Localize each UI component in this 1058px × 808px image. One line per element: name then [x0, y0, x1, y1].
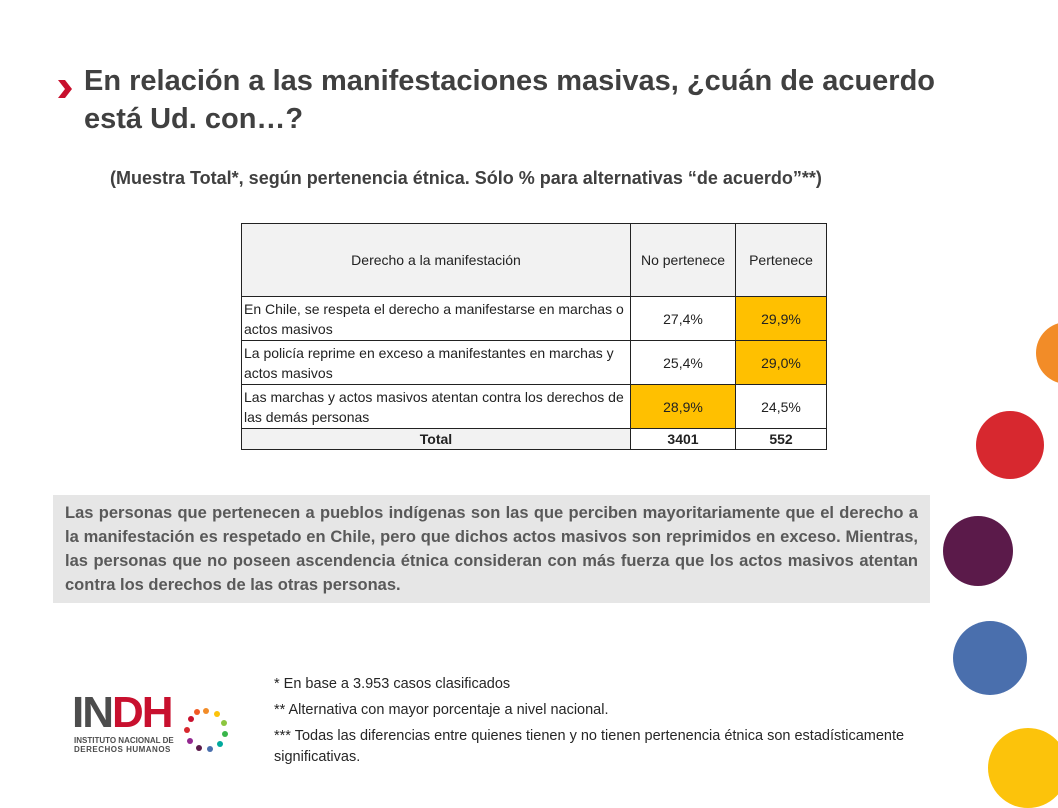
- row-label: En Chile, se respeta el derecho a manife…: [241, 296, 631, 341]
- header-pertenece: Pertenece: [735, 223, 827, 297]
- decor-circle-orange: [1036, 322, 1058, 384]
- total-label: Total: [241, 428, 631, 450]
- row-pertenece: 29,9%: [735, 296, 827, 341]
- table-header-row: Derecho a la manifestación No pertenece …: [241, 223, 827, 297]
- row-no-pertenece: 28,9%: [630, 384, 736, 429]
- footnote: *** Todas las diferencias entre quienes …: [274, 728, 905, 765]
- logo-line2: DERECHOS HUMANOS: [74, 745, 171, 754]
- decor-circle-blue: [953, 621, 1027, 695]
- logo-line1: INSTITUTO NACIONAL DE: [74, 736, 174, 745]
- table-row: Las marchas y actos masivos atentan cont…: [241, 384, 827, 429]
- footnote: * En base a 3.953 casos clasificados: [274, 676, 511, 692]
- row-pertenece: 29,0%: [735, 340, 827, 385]
- header-derecho: Derecho a la manifestación: [241, 223, 631, 297]
- summary-box: Las personas que pertenecen a pueblos in…: [53, 495, 930, 603]
- row-label: Las marchas y actos masivos atentan cont…: [241, 384, 631, 429]
- indh-logo: INDH INSTITUTO NACIONAL DE DERECHOS HUMA…: [72, 690, 237, 760]
- logo-acronym: INDH: [72, 688, 174, 737]
- row-no-pertenece: 25,4%: [630, 340, 736, 385]
- header-no-pertenece: No pertenece: [630, 223, 736, 297]
- row-no-pertenece: 27,4%: [630, 296, 736, 341]
- footnote: ** Alternativa con mayor porcentaje a ni…: [274, 702, 609, 718]
- page-subtitle: (Muestra Total*, según pertenencia étnic…: [110, 168, 822, 188]
- row-label: La policía reprime en exceso a manifesta…: [241, 340, 631, 385]
- table-total-row: Total 3401 552: [241, 428, 827, 450]
- row-pertenece: 24,5%: [735, 384, 827, 429]
- logo-dots-icon: [184, 708, 228, 752]
- table-row: En Chile, se respeta el derecho a manife…: [241, 296, 827, 341]
- title-bullet-icon: [58, 80, 72, 98]
- decor-circle-yellow: [988, 728, 1058, 808]
- total-no-pertenece: 3401: [630, 428, 736, 450]
- footnotes: * En base a 3.953 casos clasificados ** …: [274, 674, 914, 773]
- decor-circle-red: [976, 411, 1044, 479]
- table-row: La policía reprime en exceso a manifesta…: [241, 340, 827, 385]
- decor-circle-purple: [943, 516, 1013, 586]
- data-table: Derecho a la manifestación No pertenece …: [241, 223, 827, 450]
- page-title: En relación a las manifestaciones masiva…: [84, 65, 936, 135]
- total-pertenece: 552: [735, 428, 827, 450]
